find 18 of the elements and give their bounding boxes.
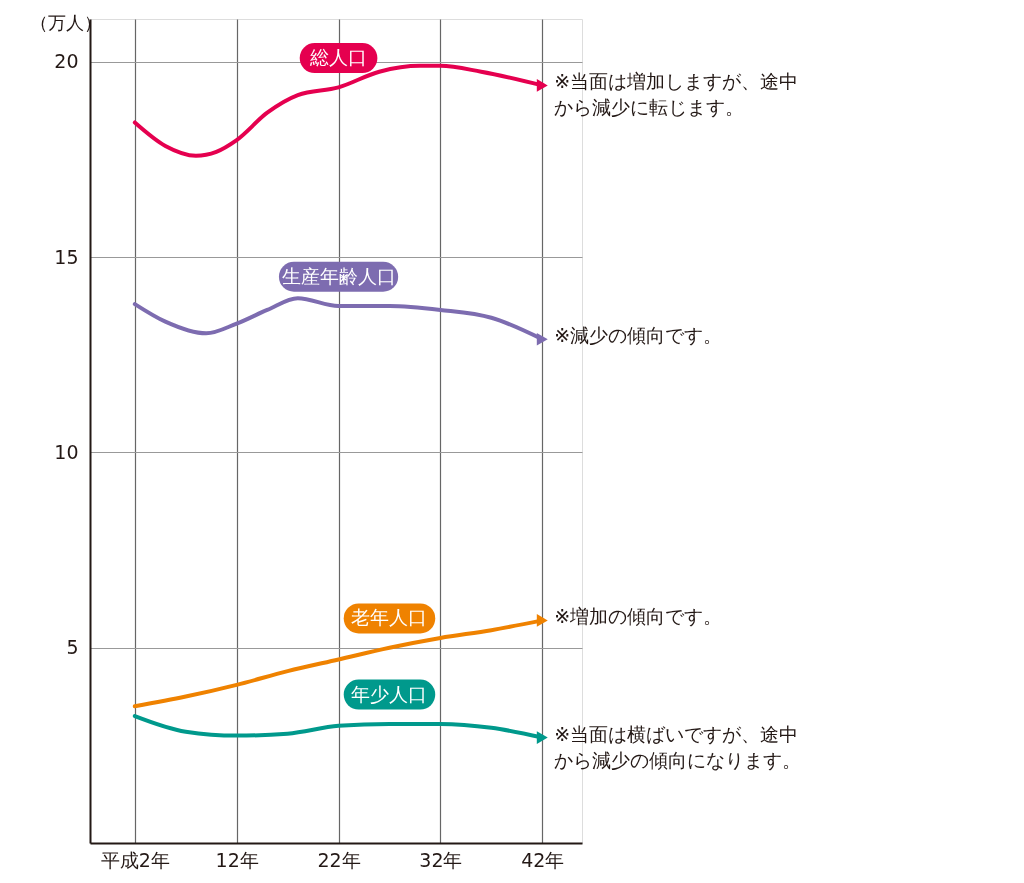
x-tick-label: 42年 (521, 848, 565, 871)
y-tick-label: 20 (54, 50, 79, 73)
y-tick-label: 10 (54, 440, 79, 463)
annotation: ※当面は横ばいですが、途中から減少の傾向になります。 (554, 722, 802, 771)
annotation: ※減少の傾向です。 (554, 324, 723, 347)
x-tick-label: 12年 (215, 848, 259, 871)
series-label: 総人口 (309, 46, 368, 69)
x-tick-label: 22年 (317, 848, 361, 871)
series-label: 生産年齢人口 (281, 264, 396, 287)
series-label: 年少人口 (351, 682, 428, 705)
annotation: ※増加の傾向です。 (554, 605, 723, 628)
y-tick-label: 15 (54, 245, 79, 268)
x-tick-label: 32年 (419, 848, 463, 871)
y-axis-title: （万人） (30, 12, 102, 33)
series-label: 老年人口 (351, 606, 428, 629)
x-tick-label: 平成2年 (100, 848, 170, 871)
annotation: ※当面は増加しますが、途中から減少に転じます。 (554, 70, 799, 119)
y-tick-label: 5 (66, 636, 79, 659)
